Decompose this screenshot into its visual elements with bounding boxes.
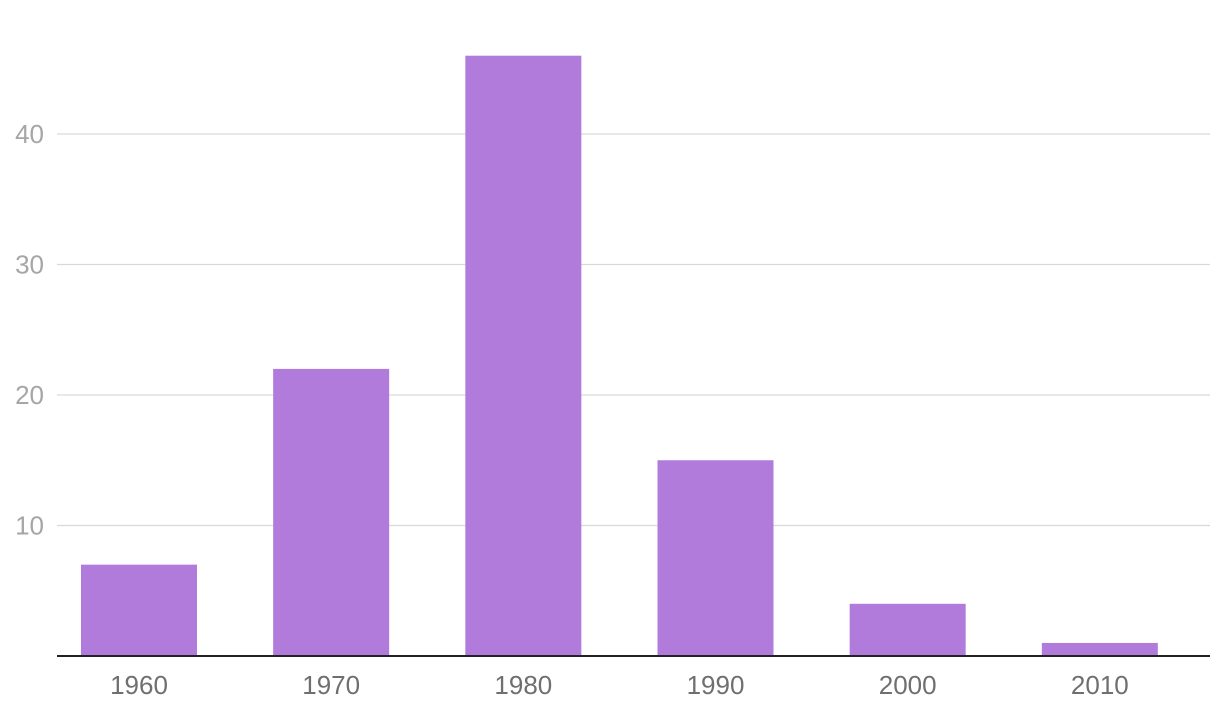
bar-1990 <box>657 460 774 656</box>
y-tick-label: 40 <box>15 119 44 149</box>
x-tick-label: 2000 <box>879 670 937 700</box>
bar-2000 <box>849 603 966 656</box>
x-tick-label: 1990 <box>687 670 745 700</box>
x-tick-label: 1960 <box>110 670 168 700</box>
y-axis-ticks: 10 20 30 40 <box>15 119 44 541</box>
bar-1970 <box>273 368 390 656</box>
gridlines <box>57 133 1210 527</box>
bar-1960 <box>81 564 197 656</box>
bar-2010 <box>1041 642 1158 656</box>
y-tick-label: 30 <box>15 250 44 280</box>
y-tick-label: 10 <box>15 511 44 541</box>
bars <box>81 55 1158 656</box>
x-tick-label: 1970 <box>302 670 360 700</box>
x-axis-ticks: 1960 1970 1980 1990 2000 2010 <box>110 670 1129 700</box>
x-tick-label: 1980 <box>494 670 552 700</box>
y-tick-label: 20 <box>15 380 44 410</box>
x-tick-label: 2010 <box>1071 670 1129 700</box>
bar-1980 <box>465 55 582 656</box>
